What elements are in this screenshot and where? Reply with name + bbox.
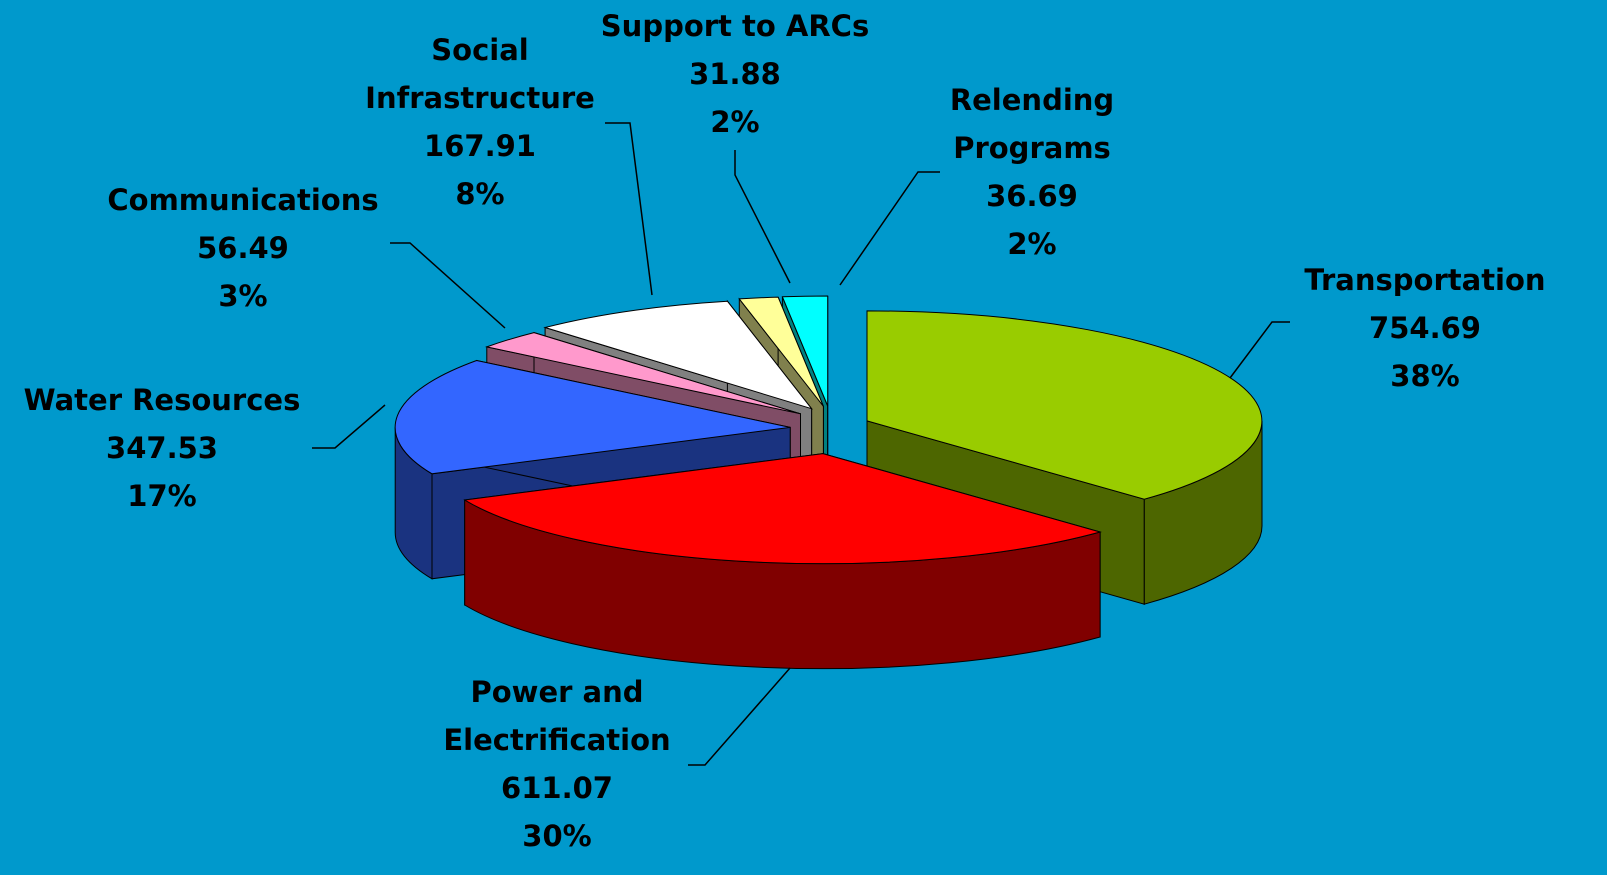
slice [866, 310, 1263, 500]
leader-line [605, 122, 653, 296]
label-name: Power and Electrification [443, 675, 671, 757]
slice [543, 300, 813, 410]
slice [781, 295, 829, 407]
label-name: Relending Programs [949, 83, 1115, 165]
data-label: Water Resources 347.53 17% [0, 376, 327, 520]
label-percent: 38% [1390, 359, 1460, 393]
slice [394, 359, 791, 475]
label-value: 31.88 [689, 57, 781, 91]
leader-line [688, 667, 791, 766]
data-label: Support to ARCs 31.88 2% [575, 2, 895, 146]
label-percent: 17% [127, 479, 197, 513]
leader-line [734, 150, 791, 284]
leader-line [390, 242, 506, 329]
label-percent: 2% [1007, 227, 1057, 261]
label-percent: 2% [710, 105, 760, 139]
data-label: Transportation 754.69 38% [1275, 256, 1575, 400]
label-percent: 30% [522, 819, 592, 853]
data-label: Relending Programs 36.69 2% [927, 76, 1137, 268]
data-label: Power and Electrification 611.07 30% [422, 668, 692, 860]
label-percent: 8% [455, 177, 505, 211]
leader-line [312, 404, 386, 449]
label-name: Support to ARCs [600, 9, 870, 43]
data-label: Communications 56.49 3% [83, 176, 403, 320]
slice [484, 332, 801, 415]
label-value: 611.07 [501, 771, 613, 805]
label-value: 36.69 [986, 179, 1078, 213]
slice [738, 296, 824, 407]
label-value: 56.49 [197, 231, 289, 265]
label-name: Social Infrastructure [365, 33, 595, 115]
label-percent: 3% [218, 279, 268, 313]
label-name: Communications [107, 183, 379, 217]
slice [463, 453, 1102, 565]
label-name: Water Resources [23, 383, 301, 417]
label-value: 754.69 [1369, 311, 1481, 345]
data-label: Social Infrastructure 167.91 8% [355, 26, 605, 218]
label-value: 347.53 [106, 431, 218, 465]
leader-line [1229, 321, 1290, 379]
leader-line [839, 171, 940, 286]
label-name: Transportation [1304, 263, 1546, 297]
label-value: 167.91 [424, 129, 536, 163]
